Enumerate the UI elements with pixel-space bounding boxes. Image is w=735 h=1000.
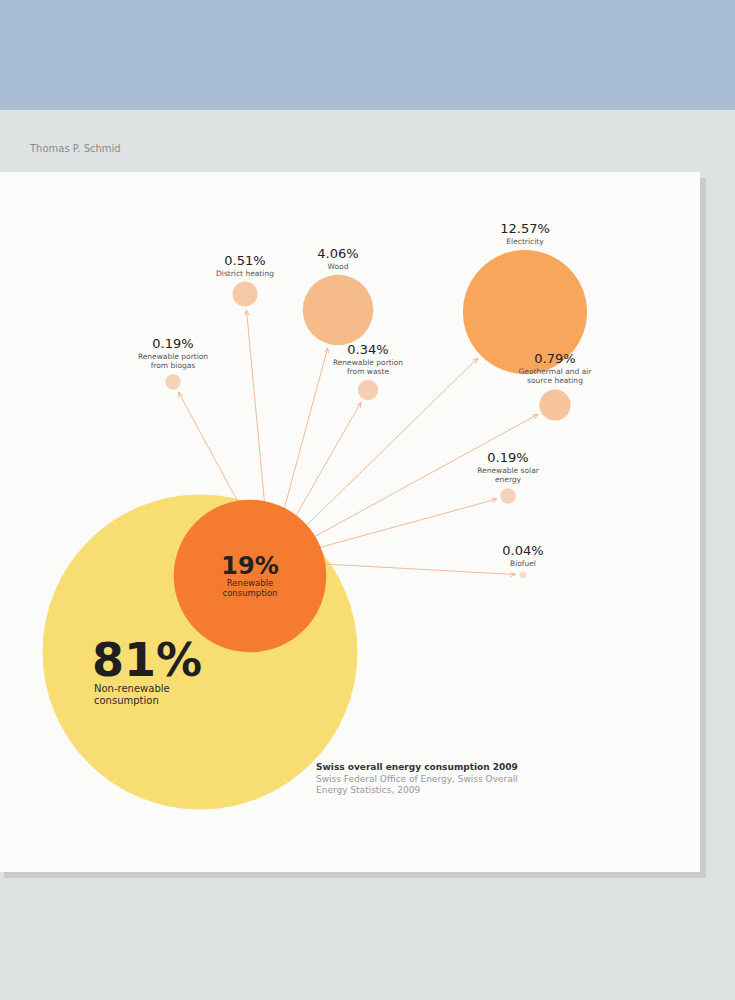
labels: 0.19%Renewable portionfrom biogas0.51%Di… xyxy=(92,221,592,795)
bubble xyxy=(539,389,570,420)
bubble xyxy=(174,500,327,653)
category-label: Renewable portionfrom waste xyxy=(333,358,403,376)
bubble xyxy=(358,380,378,400)
bubble xyxy=(233,282,258,307)
main-bubbles xyxy=(43,495,358,810)
category-label: Renewableconsumption xyxy=(222,578,277,598)
backdrop xyxy=(0,0,735,110)
bubble xyxy=(303,275,374,346)
category-label: Renewable solarenergy xyxy=(477,466,540,484)
page xyxy=(0,172,700,872)
value-label: 0.34% xyxy=(347,342,388,357)
arrow-head xyxy=(179,392,183,397)
category-label: Electricity xyxy=(506,237,544,246)
value-label: 0.51% xyxy=(224,253,265,268)
arrow-head xyxy=(473,358,478,363)
value-label: 81% xyxy=(92,633,202,687)
category-label: Non-renewableconsumption xyxy=(94,683,170,706)
arrow-head xyxy=(510,572,515,576)
bubble xyxy=(520,572,527,579)
bubble xyxy=(463,250,587,374)
bubble xyxy=(43,495,358,810)
source: Swiss Federal Office of Energy, Swiss Ov… xyxy=(316,774,518,795)
arrow-head xyxy=(532,414,537,418)
arrow-head xyxy=(324,348,328,353)
chart-svg: Thomas P. Schmid0.19%Renewable portionfr… xyxy=(0,0,735,1000)
value-label: 19% xyxy=(221,552,278,580)
author: Thomas P. Schmid xyxy=(29,143,121,154)
table xyxy=(0,110,735,1000)
arrow-head xyxy=(245,310,249,315)
value-label: 0.19% xyxy=(487,450,528,465)
value-label: 0.79% xyxy=(534,351,575,366)
value-label: 0.19% xyxy=(152,336,193,351)
value-label: 0.04% xyxy=(502,543,543,558)
arrow-head xyxy=(491,498,496,502)
value-label: 12.57% xyxy=(500,221,550,236)
arrow-head xyxy=(357,402,361,407)
category-label: Geothermal and airsource heating xyxy=(519,367,593,385)
category-label: Wood xyxy=(328,262,349,271)
bubble xyxy=(165,374,180,389)
value-label: 4.06% xyxy=(317,246,358,261)
renewable-bubble xyxy=(174,500,327,653)
category-label: Renewable portionfrom biogas xyxy=(138,352,208,370)
title: Swiss overall energy consumption 2009 xyxy=(316,762,518,772)
category-label: District heating xyxy=(216,269,274,278)
category-label: Biofuel xyxy=(510,559,536,568)
bubble xyxy=(500,488,515,503)
